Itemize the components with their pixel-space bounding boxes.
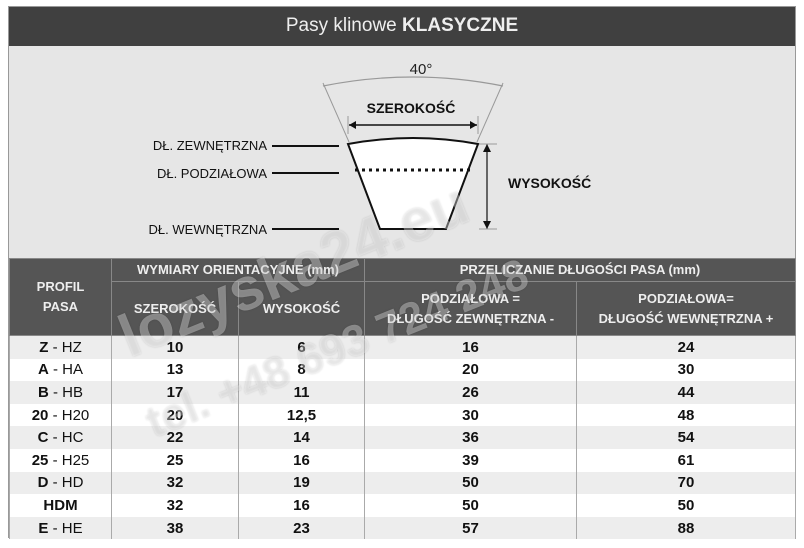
table-row: D - HD 32 19 50 70 — [9, 471, 797, 495]
cell-width: 10 — [111, 335, 239, 359]
cell-height: 23 — [238, 516, 365, 540]
cell-width: 17 — [111, 381, 239, 404]
cell-profile: E - HE — [9, 516, 112, 540]
cell-profile: Z - HZ — [9, 335, 112, 359]
cell-inner-diff: 88 — [575, 516, 797, 540]
width-label: SZEROKOŚĆ — [367, 99, 456, 116]
table-row: 25 - H25 25 16 39 61 — [9, 448, 797, 472]
cell-width: 38 — [111, 516, 239, 540]
header-profile: PROFIL PASA — [9, 258, 112, 336]
table-row: HDM 32 16 50 50 — [9, 494, 797, 517]
cell-width: 32 — [111, 471, 239, 495]
cell-profile: 25 - H25 — [9, 448, 112, 472]
header-width: SZEROKOŚĆ — [111, 281, 239, 336]
cell-outer-diff: 36 — [364, 426, 577, 449]
cell-profile: 20 - H20 — [9, 403, 112, 427]
table-row: B - HB 17 11 26 44 — [9, 381, 797, 404]
cell-height: 14 — [238, 426, 365, 449]
cell-width: 32 — [111, 494, 239, 517]
table-row: C - HC 22 14 36 54 — [9, 426, 797, 449]
table-row: 20 - H20 20 12,5 30 48 — [9, 403, 797, 427]
header-outer: PODZIAŁOWA = DŁUGOŚĆ ZEWNĘTRZNA - — [364, 281, 577, 336]
cell-profile: HDM — [9, 494, 112, 517]
svg-text:DŁ. PODZIAŁOWA: DŁ. PODZIAŁOWA — [157, 166, 267, 181]
belt-dimensions-table: PROFIL PASA WYMIARY ORIENTACYJNE (mm) PRZ… — [9, 258, 797, 540]
cell-width: 13 — [111, 358, 239, 382]
cell-width: 22 — [111, 426, 239, 449]
cell-width: 20 — [111, 403, 239, 427]
cell-inner-diff: 70 — [575, 471, 797, 495]
header-dimensions: WYMIARY ORIENTACYJNE (mm) — [111, 258, 365, 282]
cell-outer-diff: 26 — [364, 381, 577, 404]
header-inner: PODZIAŁOWA= DŁUGOŚĆ WEWNĘTRZNA + — [575, 281, 797, 336]
cell-outer-diff: 30 — [364, 403, 577, 427]
cell-outer-diff: 57 — [364, 516, 577, 540]
cell-height: 11 — [238, 381, 365, 404]
cell-profile: D - HD — [9, 471, 112, 495]
cell-inner-diff: 54 — [575, 426, 797, 449]
height-label: WYSOKOŚĆ — [508, 174, 591, 191]
cell-height: 16 — [238, 494, 365, 517]
angle-label: 40° — [410, 61, 433, 78]
cell-profile: A - HA — [9, 358, 112, 382]
cell-inner-diff: 24 — [575, 335, 797, 359]
table-row: A - HA 13 8 20 30 — [9, 358, 797, 382]
cell-height: 6 — [238, 335, 365, 359]
svg-text:DŁ. WEWNĘTRZNA: DŁ. WEWNĘTRZNA — [149, 222, 268, 237]
cell-height: 16 — [238, 448, 365, 472]
cell-width: 25 — [111, 448, 239, 472]
cell-outer-diff: 39 — [364, 448, 577, 472]
page-title: Pasy klinowe KLASYCZNE — [9, 7, 795, 46]
cell-outer-diff: 20 — [364, 358, 577, 382]
cell-inner-diff: 30 — [575, 358, 797, 382]
cell-profile: C - HC — [9, 426, 112, 449]
cell-inner-diff: 50 — [575, 494, 797, 517]
header-height: WYSOKOŚĆ — [238, 281, 365, 336]
table-row: Z - HZ 10 6 16 24 — [9, 335, 797, 359]
belt-cross-section-diagram: 40° SZEROKOŚĆ DŁ. ZEWNĘTRZNA DŁ. PODZIAŁ… — [9, 46, 795, 258]
cell-inner-diff: 61 — [575, 448, 797, 472]
table-row: E - HE 38 23 57 88 — [9, 516, 797, 540]
cell-height: 8 — [238, 358, 365, 382]
cell-inner-diff: 44 — [575, 381, 797, 404]
cell-inner-diff: 48 — [575, 403, 797, 427]
cell-height: 12,5 — [238, 403, 365, 427]
svg-text:DŁ. ZEWNĘTRZNA: DŁ. ZEWNĘTRZNA — [153, 138, 267, 153]
cell-outer-diff: 50 — [364, 494, 577, 517]
cell-outer-diff: 50 — [364, 471, 577, 495]
cell-profile: B - HB — [9, 381, 112, 404]
cell-height: 19 — [238, 471, 365, 495]
belt-spec-sheet: Pasy klinowe KLASYCZNE 40° SZEROKOŚĆ DŁ.… — [8, 6, 797, 540]
header-length-conversion: PRZELICZANIE DŁUGOŚCI PASA (mm) — [363, 258, 797, 282]
cell-outer-diff: 16 — [364, 335, 577, 359]
